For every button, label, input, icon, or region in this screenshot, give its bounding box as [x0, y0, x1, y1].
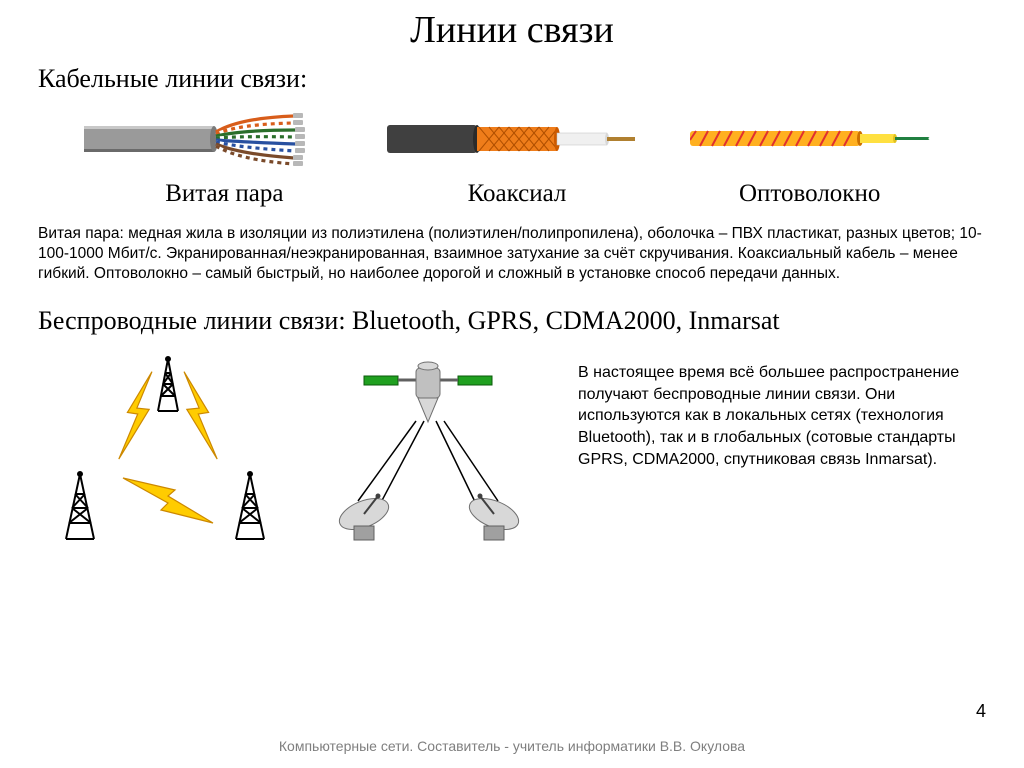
satellite-diagram: [318, 356, 538, 546]
coaxial-illustration: [361, 108, 664, 168]
cable-labels-row: Витая пара Коаксиал Оптоволокно: [38, 180, 986, 208]
cable-illustrations-row: [38, 102, 986, 174]
cable-label: Оптоволокно: [663, 180, 956, 208]
wireless-description: В настоящее время всё большее распростра…: [578, 356, 986, 546]
cable-label: Коаксиал: [371, 180, 664, 208]
wireless-title: Беспроводные линии связи: Bluetooth, GPR…: [38, 304, 986, 338]
cable-label: Витая пара: [78, 180, 371, 208]
cable-subtitle: Кабельные линии связи:: [38, 64, 986, 94]
cable-description: Витая пара: медная жила в изоляции из по…: [38, 224, 986, 284]
page-title: Линии связи: [38, 8, 986, 52]
wireless-diagrams: [38, 356, 558, 546]
footer-credit: Компьютерные сети. Составитель - учитель…: [0, 738, 1024, 754]
slide: Линии связи Кабельные линии связи:: [0, 0, 1024, 768]
wireless-row: В настоящее время всё большее распростра…: [38, 356, 986, 546]
cellular-diagram: [58, 356, 278, 546]
twisted-pair-illustration: [58, 108, 361, 168]
fiber-optic-illustration: [663, 108, 966, 168]
page-number: 4: [976, 701, 986, 722]
